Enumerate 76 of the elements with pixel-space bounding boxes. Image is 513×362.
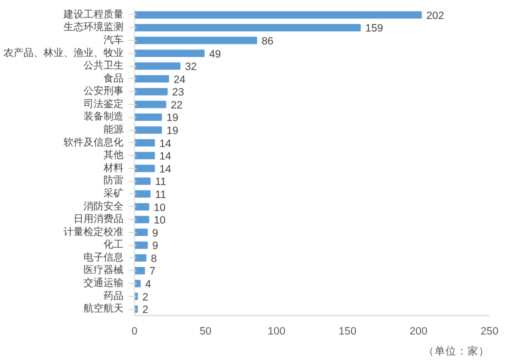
data-label: 23: [172, 86, 184, 99]
data-label: 19: [166, 125, 178, 138]
bar: [134, 24, 361, 32]
data-label: 11: [155, 188, 166, 201]
data-label: 202: [426, 10, 444, 22]
y-tick-label: 农产品、林业、渔业、牧业: [4, 46, 124, 59]
data-label: 9: [152, 240, 158, 252]
bar: [134, 177, 151, 185]
y-tick-label: 食品: [104, 72, 124, 84]
data-label: 159: [365, 22, 384, 35]
data-label: 14: [159, 163, 172, 176]
bar: [134, 164, 155, 172]
bar: [134, 254, 146, 262]
y-tick-label: 采矿: [104, 187, 124, 200]
y-tick-label: 消防安全: [84, 200, 124, 212]
data-label: 2: [142, 304, 148, 316]
data-label: 2: [142, 291, 148, 304]
bar: [134, 190, 151, 198]
y-tick-label: 生态环境监测: [64, 21, 124, 34]
bar: [134, 100, 166, 108]
y-tick-label: 公安刑事: [84, 85, 124, 98]
y-tick-label: 软件及信息化: [64, 136, 124, 148]
y-tick-label: 药品: [104, 290, 124, 302]
y-tick-label: 建设工程质量: [62, 8, 124, 20]
y-tick-label: 计量检定校准: [64, 226, 124, 238]
data-label: 7: [149, 266, 156, 278]
y-tick-label: 装备制造: [84, 110, 124, 123]
data-label: 9: [152, 227, 158, 240]
data-label: 10: [154, 202, 166, 214]
bar: [134, 126, 162, 134]
y-tick-label: 材料: [102, 162, 124, 174]
bar: [134, 216, 150, 224]
data-label: 10: [154, 214, 166, 227]
x-tick-label: 200: [410, 326, 428, 338]
bar: [134, 267, 145, 274]
x-tick-label: 50: [200, 326, 212, 338]
bar: [134, 62, 180, 70]
data-label: 11: [155, 176, 166, 188]
y-tick-label: 汽车: [104, 34, 124, 46]
bar: [134, 241, 148, 249]
y-tick-label: 航空航天: [84, 302, 124, 315]
y-tick-label: 防雷: [104, 174, 124, 187]
text: （单位：家）: [424, 344, 490, 358]
bar: [134, 203, 150, 210]
data-label: 4: [145, 278, 152, 291]
y-tick-label: 交通运输: [84, 277, 124, 290]
x-tick-label: 150: [338, 326, 356, 338]
data-label: 22: [170, 99, 183, 112]
data-label: 32: [184, 61, 197, 74]
bar: [134, 152, 155, 160]
y-tick-label: 日用消费品: [74, 213, 124, 226]
bar: [134, 228, 148, 236]
y-tick-label: 能源: [104, 124, 124, 136]
x-tick-label: 100: [268, 326, 286, 338]
data-label: 14: [159, 150, 172, 163]
data-label: 86: [262, 35, 274, 48]
bar: [134, 50, 205, 57]
x-tick-label: 250: [480, 326, 498, 338]
data-label: 8: [150, 252, 157, 265]
bar: [134, 114, 162, 121]
y-tick-label: 化工: [104, 238, 124, 251]
data-label: 14: [159, 138, 172, 150]
data-label: 49: [209, 48, 222, 60]
bar: [134, 139, 155, 147]
bar: [134, 36, 258, 44]
y-tick-label: 医疗器械: [84, 264, 124, 276]
y-tick-label: 司法鉴定: [84, 98, 124, 110]
y-tick-label: 电子信息: [84, 251, 124, 264]
data-label: 19: [166, 112, 178, 124]
bar: [134, 75, 170, 83]
bar: [134, 88, 168, 96]
data-label: 24: [174, 74, 186, 86]
bar: [134, 11, 422, 19]
x-tick-label: 0: [132, 326, 138, 338]
y-tick-label: 其他: [104, 149, 124, 162]
y-tick-label: 公共卫生: [84, 60, 124, 72]
